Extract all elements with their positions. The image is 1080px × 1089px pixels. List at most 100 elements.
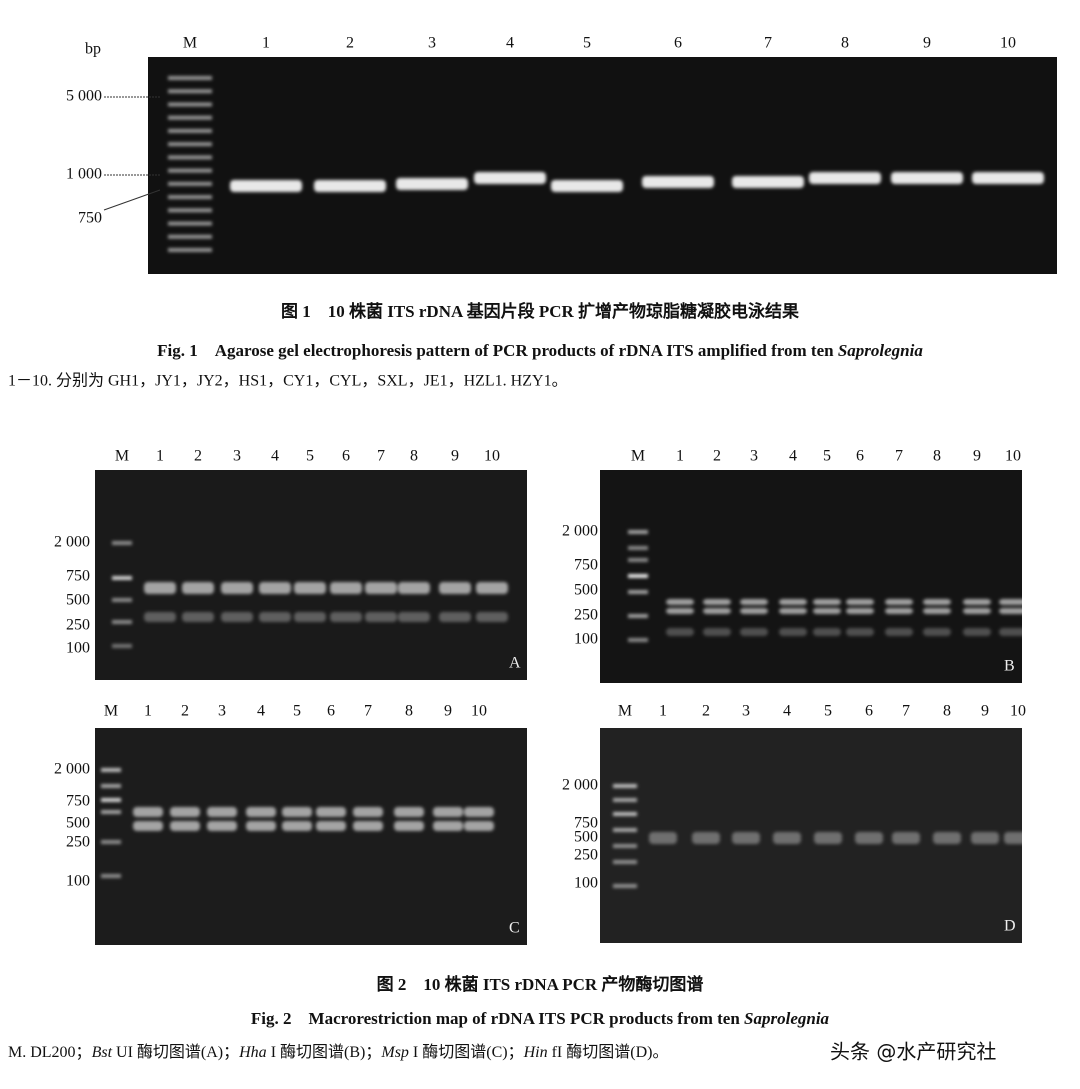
bands [613,784,1032,888]
sample-band [474,172,546,184]
size-label: 250 [66,617,90,634]
ladder-band [101,810,121,814]
sample-band [133,821,163,831]
ladder-band [168,181,212,186]
sample-band [259,582,291,594]
size-label: 2 000 [54,534,90,551]
lane-label: 5 [823,448,831,465]
sample-band [999,628,1027,636]
sample-band [207,807,237,817]
panel-letter: C [509,920,520,937]
sample-band [692,832,720,844]
sample-band [642,176,714,188]
ladder-band [101,784,121,788]
lane-label: 7 [895,448,903,465]
lane-label: 7 [364,703,372,720]
sample-band [294,582,326,594]
size-label: 5 000 [66,88,102,105]
lane-label: 2 [194,448,202,465]
ladder-band [613,860,637,864]
ladder-band [168,155,212,160]
leader-line [103,189,161,211]
ladder-band [613,884,637,888]
sample-band [398,612,430,622]
size-label: 2 000 [562,523,598,540]
sample-band [923,599,951,605]
caption-en-text: Fig. 2 Macrorestriction map of rDNA ITS … [251,1009,744,1028]
sample-band [182,582,214,594]
size-label: 2 000 [54,761,90,778]
note: 1－10. 分别为 GH1，JY1，JY2，HS1，CY1，CYL，SXL，JE… [8,372,568,390]
note-part: Hin [523,1044,548,1061]
caption-en-italic: Saprolegnia [838,341,924,360]
lane-label: 10 [1010,703,1026,720]
sample-band [316,807,346,817]
note-part: fI 酶切图谱(D)。 [548,1043,669,1061]
lane-label: 7 [764,35,772,52]
lane-label: 9 [451,448,459,465]
sample-band [732,832,760,844]
size-label: 750 [78,210,102,227]
sample-band [846,608,874,614]
size-label: 750 [66,793,90,810]
lane-label: 1 [144,703,152,720]
lane-label: 2 [713,448,721,465]
gel [600,470,1022,683]
sample-band [246,821,276,831]
sample-band [666,599,694,605]
ladder-band [628,558,648,562]
lane-label: 6 [865,703,873,720]
sample-band [666,628,694,636]
lane-label: 8 [943,703,951,720]
lane-label: 7 [377,448,385,465]
lane-label: 4 [789,448,797,465]
ladder-band [613,784,637,788]
sample-band [144,582,176,594]
lane-label: 5 [293,703,301,720]
gel [95,470,527,680]
lane-label: 10 [471,703,487,720]
sample-band [207,821,237,831]
panel-letter: D [1004,918,1016,935]
size-label: 250 [574,847,598,864]
caption-cn: 图 1 10 株菌 ITS rDNA 基因片段 PCR 扩增产物琼脂糖凝胶电泳结… [281,301,799,321]
lane-label: 3 [750,448,758,465]
sample-band [294,612,326,622]
lane-label: 8 [410,448,418,465]
ladder-band [112,644,132,648]
sample-band [740,628,768,636]
size-label: 100 [574,631,598,648]
sample-band [259,612,291,622]
caption-en: Fig. 2 Macrorestriction map of rDNA ITS … [251,1009,830,1028]
note-part: M. DL200； [8,1044,92,1061]
sample-band [813,599,841,605]
size-label: 100 [66,640,90,657]
caption-en-text: Fig. 1 Agarose gel electrophoresis patte… [157,341,838,360]
ladder-band [613,812,637,816]
ladder-band [168,221,212,226]
ladder-band [112,576,132,580]
lane-label: 4 [506,35,514,52]
note-part: I 酶切图谱(B)； [267,1043,382,1061]
lane-label: 9 [981,703,989,720]
sample-band [740,608,768,614]
watermark: 头条 @水产研究社 [830,1040,996,1064]
lane-label: 2 [702,703,710,720]
sample-band [182,612,214,622]
gel [95,728,527,945]
lane-label: 3 [428,35,436,52]
sample-band [170,807,200,817]
ladder-band [168,208,212,213]
sample-band [846,599,874,605]
ladder-band [101,874,121,878]
note-part: I 酶切图谱(C)； [409,1043,524,1061]
lane-label: 6 [674,35,682,52]
sample-band [476,582,508,594]
sample-band [230,180,302,192]
sample-band [282,807,312,817]
ladder-band [168,234,212,239]
ladder-band [613,844,637,848]
sample-band [814,832,842,844]
sample-band [740,599,768,605]
sample-band [365,582,397,594]
